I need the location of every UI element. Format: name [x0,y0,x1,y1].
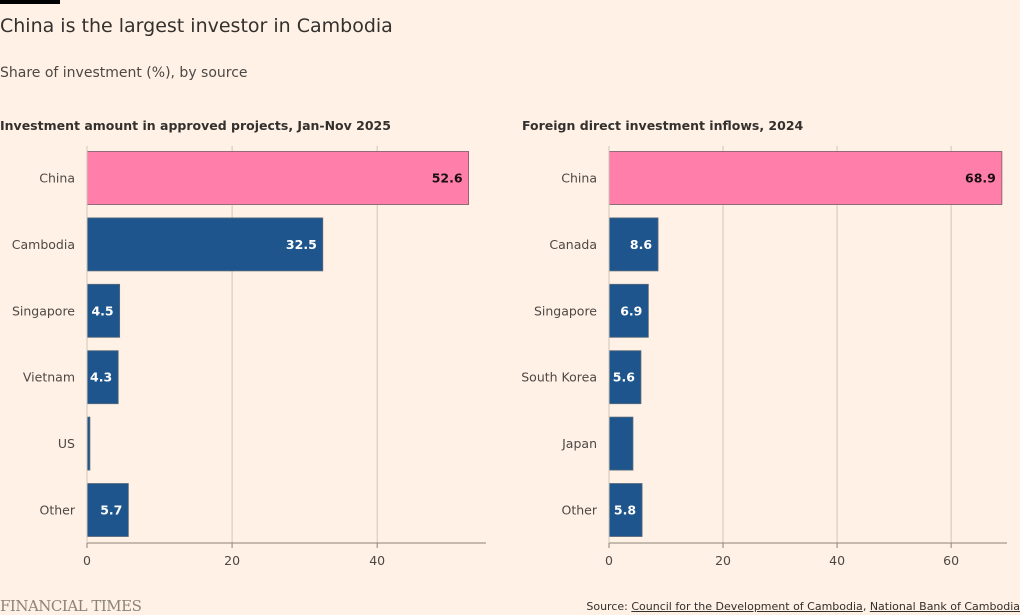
source-link-cdc[interactable]: Council for the Development of Cambodia [631,600,863,613]
bar-vietnam [86,350,119,405]
value-label: 6.9 [620,303,642,318]
source-prefix: Source: [586,600,632,613]
source-link-nbc[interactable]: National Bank of Cambodia [869,600,1020,613]
category-label: South Korea [521,370,597,385]
value-label: 5.6 [613,370,635,385]
value-label: 4.3 [90,370,112,385]
category-label: Japan [561,436,597,451]
bar-singapore [608,283,649,338]
x-tick-label: 0 [83,553,91,568]
value-label: 52.6 [432,171,463,186]
category-label: Vietnam [23,370,75,385]
source-separator: , [862,600,870,613]
chart-title: China is the largest investor in Cambodi… [0,15,393,37]
value-label: 8.6 [630,237,652,252]
bar-other [86,483,129,537]
value-label: 4.5 [91,303,113,318]
category-label: China [39,171,75,186]
category-label: Singapore [534,303,597,318]
x-tick-label: 20 [224,553,240,568]
left-panel-title: Investment amount in approved projects, … [0,118,391,133]
category-label: Cambodia [12,237,75,252]
right-panel-title: Foreign direct investment inflows, 2024 [522,118,804,133]
category-label: Singapore [12,303,75,318]
category-label: China [561,171,597,186]
source-note: Source: Council for the Development of C… [586,600,1020,613]
category-label: US [58,436,75,451]
category-label: Canada [549,237,597,252]
category-label: Other [40,503,76,518]
x-tick-label: 0 [605,553,613,568]
x-tick-label: 60 [943,553,959,568]
bar-south-korea [608,350,642,405]
bar-canada [608,217,659,272]
x-tick-label: 20 [715,553,731,568]
x-tick-label: 40 [829,553,845,568]
ft-top-bar [0,0,60,4]
value-label: 32.5 [286,237,317,252]
x-tick-label: 40 [369,553,385,568]
value-label: 5.8 [614,503,636,518]
category-label: Other [562,503,598,518]
bar-china [86,151,469,205]
bar-japan [608,416,634,471]
ft-logo: FINANCIAL TIMES [0,597,142,615]
value-label: 68.9 [965,171,996,186]
chart-subtitle: Share of investment (%), by source [0,65,248,81]
bar-china [608,151,1003,205]
value-label: 5.7 [100,503,122,518]
bar-cambodia [86,217,324,272]
